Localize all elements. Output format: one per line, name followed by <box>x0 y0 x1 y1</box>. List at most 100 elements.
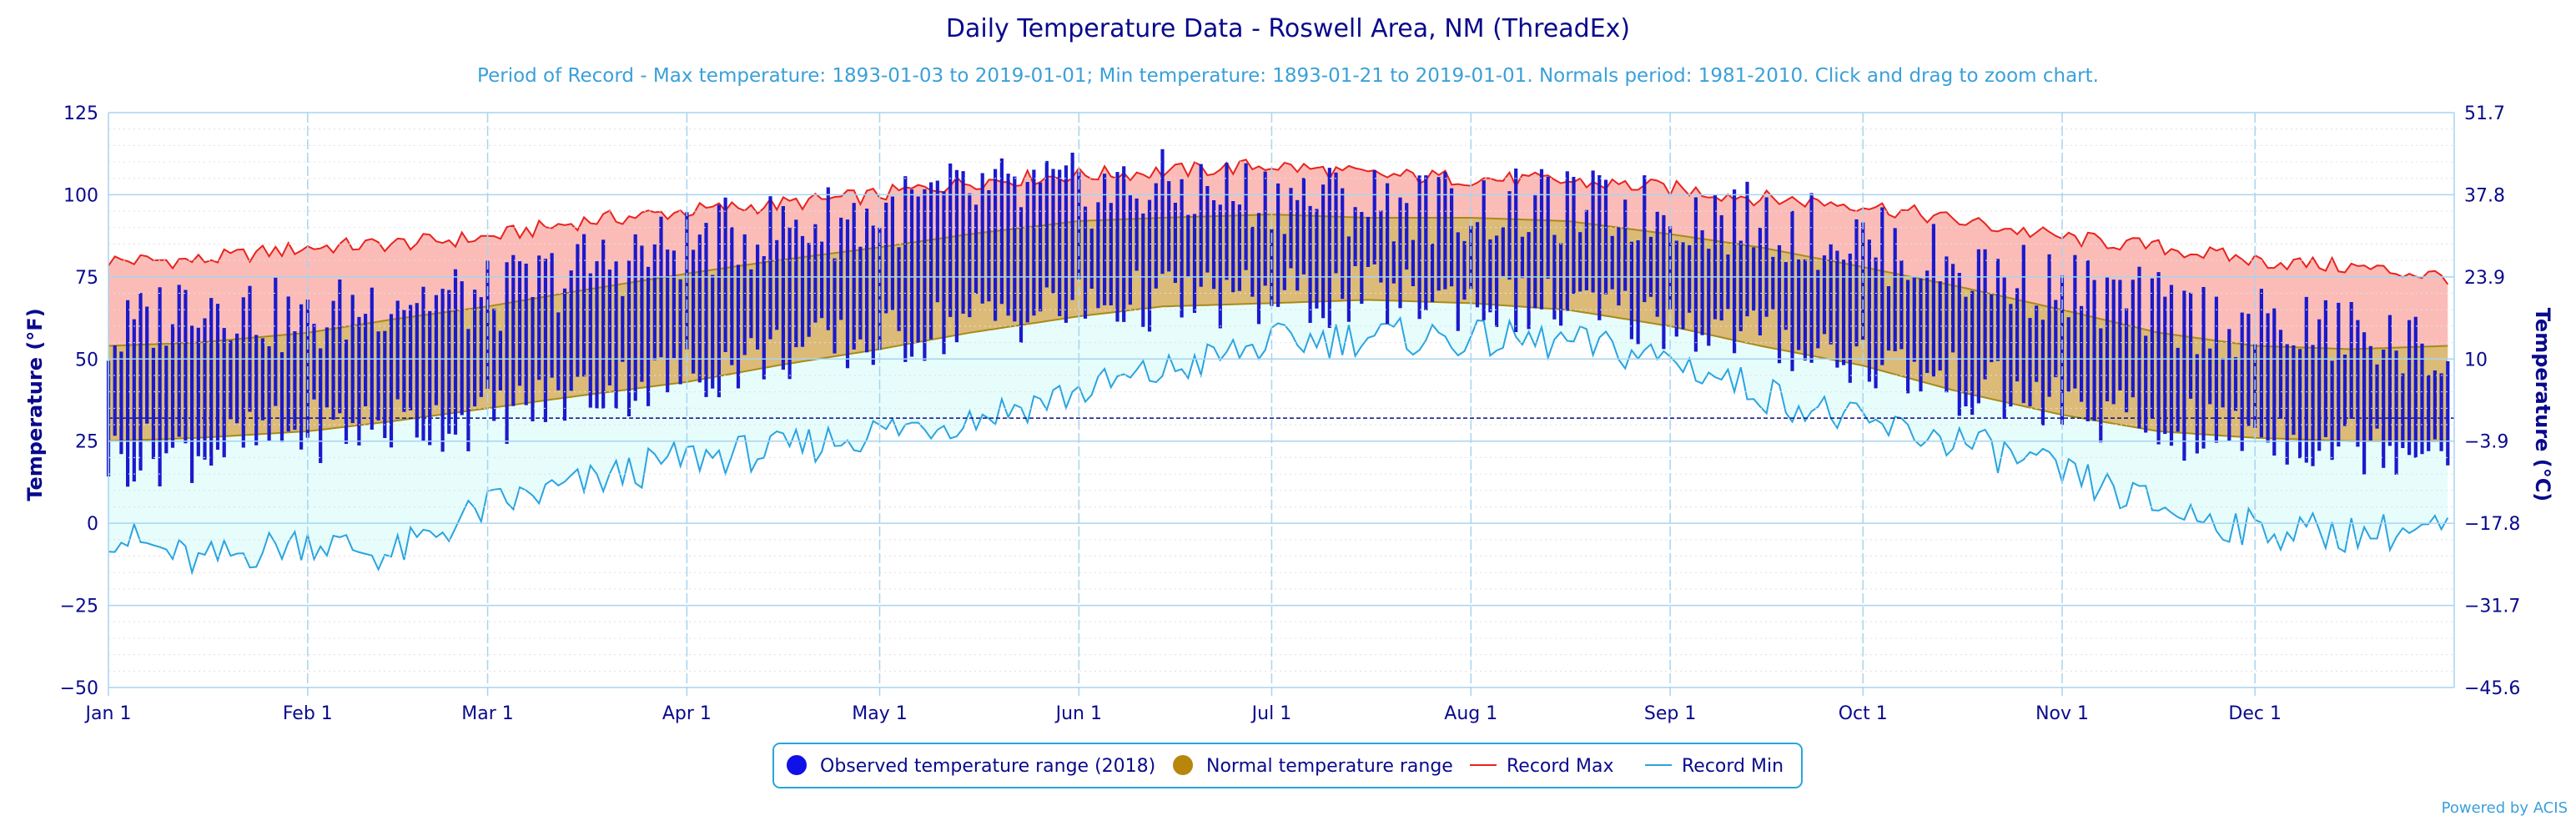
observed-bar <box>2311 345 2315 466</box>
observed-bar <box>1809 193 1814 363</box>
plot-area[interactable] <box>106 149 2454 576</box>
observed-bar <box>1218 204 1222 329</box>
observed-bar <box>498 330 502 390</box>
observed-bar <box>389 314 394 448</box>
observed-bar <box>1983 249 1987 380</box>
observed-bar <box>775 239 779 330</box>
observed-bar <box>2131 280 2135 398</box>
y-tick-label-right: 10 <box>2464 350 2488 370</box>
credits-link[interactable]: Powered by ACIS <box>2442 799 2568 817</box>
observed-bar <box>865 209 869 353</box>
observed-bar <box>331 300 335 421</box>
observed-bar <box>909 189 914 357</box>
observed-bar <box>1436 177 1441 291</box>
observed-bar <box>2387 315 2392 446</box>
observed-bar <box>1648 236 1653 297</box>
observed-bar <box>248 285 252 412</box>
observed-bar <box>890 196 894 310</box>
observed-bar <box>1044 160 1049 288</box>
observed-bar <box>2368 345 2372 442</box>
observed-bar <box>1070 153 1074 300</box>
observed-bar <box>344 340 349 444</box>
observed-bar <box>2028 318 2032 406</box>
observed-bar <box>1578 232 1582 292</box>
observed-bar <box>2446 360 2450 466</box>
observed-bar <box>1539 169 1544 310</box>
observed-bar <box>409 305 413 410</box>
observed-bar <box>916 196 920 343</box>
observed-bar <box>1327 168 1331 328</box>
observed-bar <box>2420 343 2424 455</box>
observed-bar <box>1160 149 1165 275</box>
observed-bar <box>209 298 214 466</box>
observed-bar <box>871 225 875 365</box>
observed-bar <box>229 340 233 420</box>
legend-item-label[interactable]: Record Max <box>1507 756 1614 777</box>
y-tick-label-right: 23.9 <box>2464 268 2505 289</box>
observed-bar <box>1135 198 1139 271</box>
observed-bar <box>267 346 271 442</box>
x-tick-label: Jul 1 <box>1250 703 1292 724</box>
legend-item-label[interactable]: Record Min <box>1682 756 1784 777</box>
observed-bar <box>421 286 425 441</box>
observed-bar <box>260 338 264 421</box>
observed-bar <box>151 347 155 460</box>
observed-bar <box>1475 222 1480 308</box>
observed-bar <box>2439 373 2443 451</box>
observed-bar <box>2201 287 2206 449</box>
observed-bar <box>1379 210 1383 283</box>
observed-bar <box>768 196 772 340</box>
observed-bar <box>2349 302 2353 419</box>
observed-bar <box>2427 375 2431 451</box>
observed-bar <box>1906 280 1910 394</box>
observed-bar <box>1334 172 1338 274</box>
observed-bar <box>1501 227 1505 276</box>
observed-bar <box>2163 296 2167 435</box>
observed-bar <box>2099 328 2103 443</box>
y-tick-label-left: −50 <box>60 678 98 699</box>
observed-bar <box>1970 290 1975 416</box>
observed-bar <box>466 329 470 451</box>
observed-bar <box>1089 229 1094 289</box>
observed-bar <box>2066 317 2070 392</box>
observed-bar <box>2356 320 2360 447</box>
observed-bar <box>1417 175 1421 320</box>
legend-item-label[interactable]: Normal temperature range <box>1206 756 1453 777</box>
observed-bar <box>2337 302 2341 447</box>
observed-bar <box>756 244 760 350</box>
observed-bar <box>1430 244 1435 303</box>
observed-bar <box>1572 177 1576 295</box>
observed-bar <box>1237 204 1241 291</box>
observed-bar <box>1405 203 1409 270</box>
observed-bar <box>1597 175 1602 320</box>
observed-bar <box>1296 199 1300 291</box>
observed-bar <box>1976 249 1980 404</box>
y-tick-label-left: −25 <box>60 597 98 617</box>
observed-bar <box>942 191 946 355</box>
x-tick-label: Mar 1 <box>461 703 514 724</box>
legend-box <box>772 743 1803 788</box>
observed-bar <box>479 297 483 397</box>
observed-bar <box>2304 296 2308 463</box>
observed-bar <box>2144 335 2148 433</box>
y-tick-label-right: 51.7 <box>2464 103 2505 124</box>
observed-bar <box>1450 188 1454 287</box>
observed-bar <box>1938 281 1942 371</box>
observed-bar <box>1391 241 1396 284</box>
observed-bar <box>1122 166 1126 322</box>
observed-bar <box>935 180 939 303</box>
observed-bar <box>1835 250 1839 368</box>
observed-bar <box>2375 364 2379 429</box>
observed-bar <box>453 269 458 435</box>
observed-bar <box>1591 170 1595 293</box>
observed-bar <box>1032 169 1036 316</box>
legend-item-label[interactable]: Observed temperature range (2018) <box>820 756 1155 777</box>
observed-bar <box>1584 209 1588 290</box>
observed-bar <box>562 288 567 421</box>
observed-bar <box>672 250 676 359</box>
observed-bar <box>2156 272 2161 445</box>
observed-bar <box>2285 344 2289 465</box>
y-tick-label-right: −3.9 <box>2464 432 2508 453</box>
observed-bar <box>1096 202 1100 309</box>
